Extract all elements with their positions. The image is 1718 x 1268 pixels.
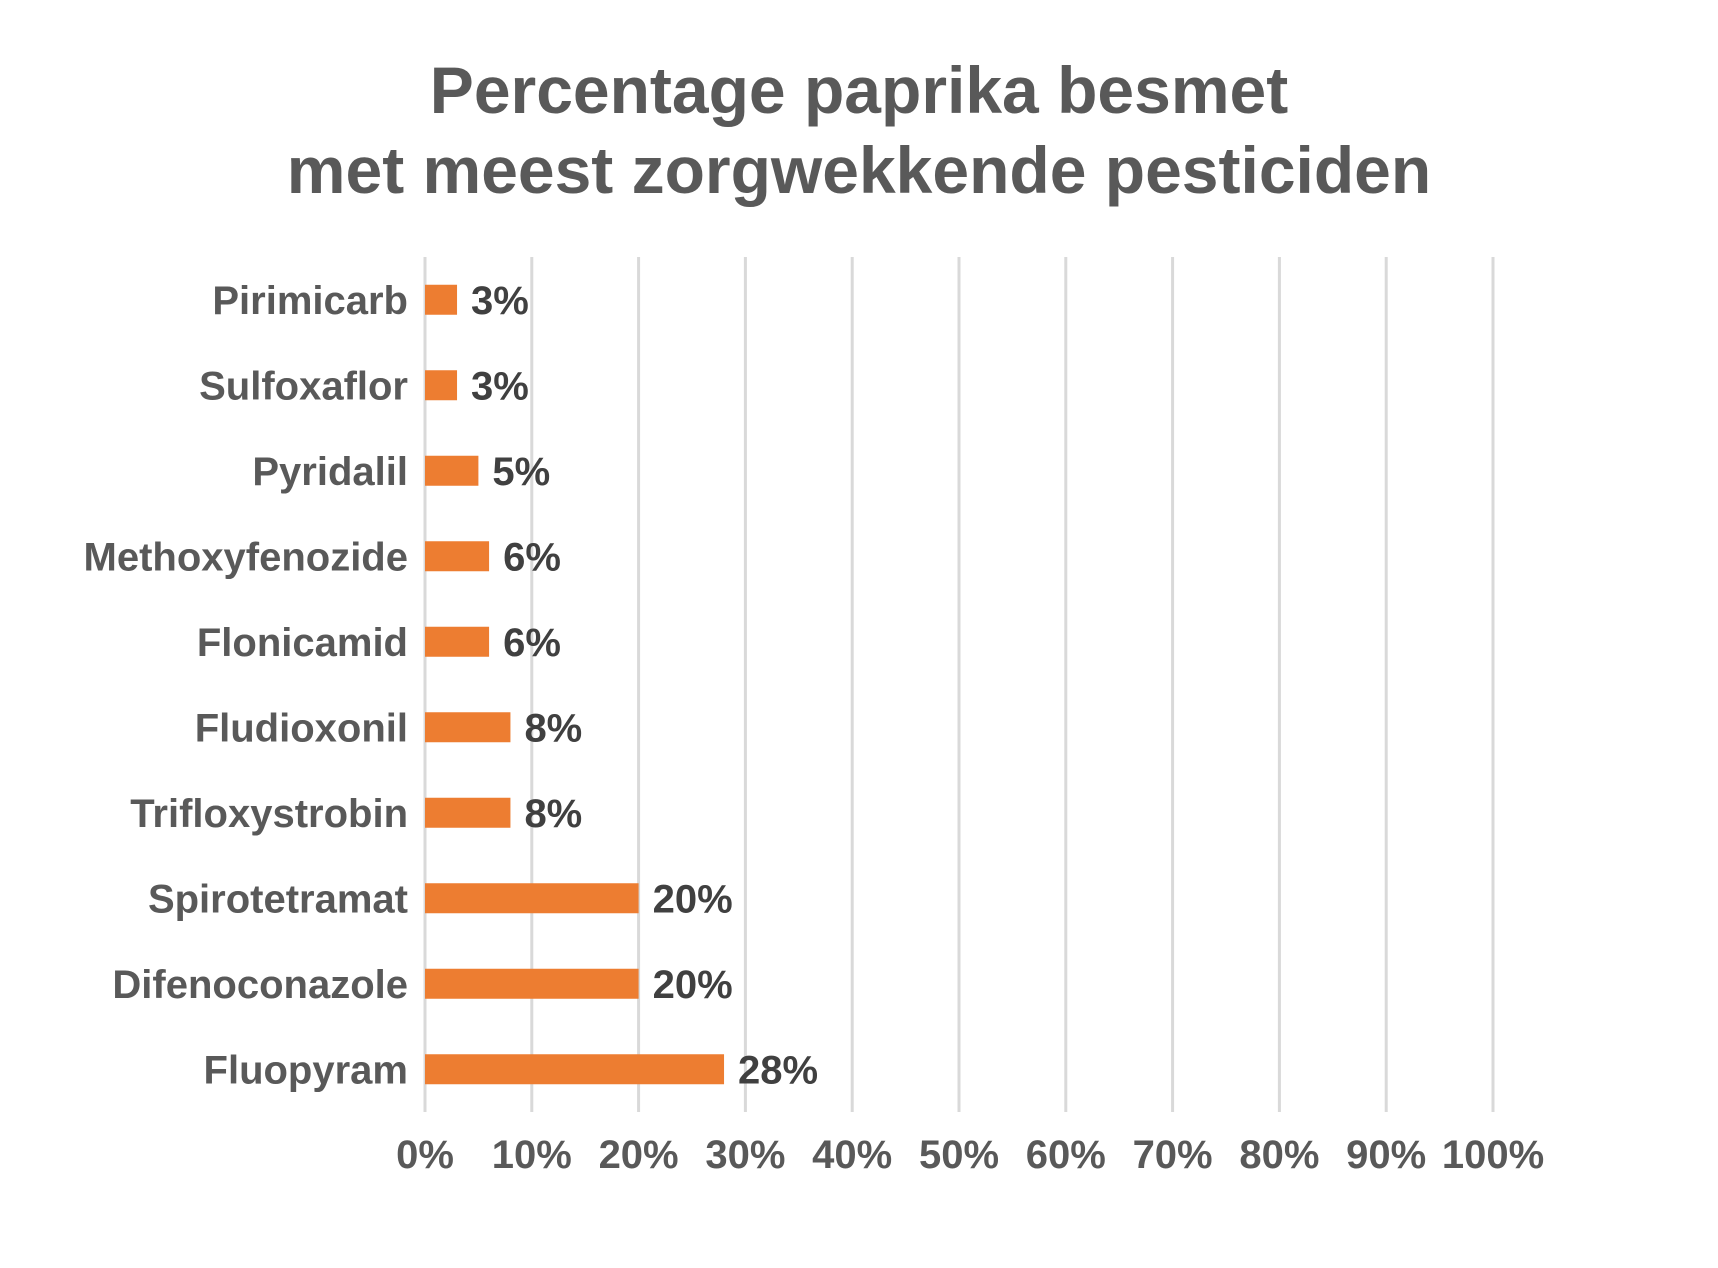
x-tick-label: 70% (1133, 1133, 1213, 1177)
category-label: Trifloxystrobin (130, 792, 408, 836)
chart-title: Percentage paprika besmet met meest zorg… (0, 50, 1718, 210)
bar (425, 883, 639, 914)
bar (425, 797, 511, 828)
bar (425, 626, 490, 657)
category-label: Fludioxonil (195, 706, 408, 750)
bar (425, 1054, 725, 1085)
bar (425, 455, 479, 486)
x-tick-label: 100% (1442, 1133, 1544, 1177)
category-label: Difenoconazole (112, 963, 408, 1007)
x-tick-label: 50% (919, 1133, 999, 1177)
data-label: 3% (471, 364, 529, 408)
data-label: 8% (524, 706, 582, 750)
x-tick-label: 20% (599, 1133, 679, 1177)
chart-title-line-1: Percentage paprika besmet (429, 53, 1289, 127)
x-tick-label: 90% (1346, 1133, 1426, 1177)
category-label: Pyridalil (252, 450, 408, 494)
data-label: 20% (653, 877, 733, 921)
data-label: 28% (738, 1048, 818, 1092)
bar (425, 284, 458, 315)
data-label: 3% (471, 279, 529, 323)
x-tick-label: 10% (492, 1133, 572, 1177)
x-tick-label: 80% (1239, 1133, 1319, 1177)
bar (425, 968, 639, 999)
category-label: Pirimicarb (212, 279, 408, 323)
category-label: Methoxyfenozide (84, 535, 408, 579)
data-label: 6% (503, 535, 561, 579)
x-tick-label: 60% (1026, 1133, 1106, 1177)
x-tick-label: 40% (812, 1133, 892, 1177)
data-label: 6% (503, 621, 561, 665)
bar (425, 370, 458, 401)
x-tick-label: 0% (396, 1133, 454, 1177)
bar (425, 541, 490, 572)
data-label: 8% (524, 792, 582, 836)
category-label: Spirotetramat (148, 877, 408, 921)
category-label: Fluopyram (204, 1048, 408, 1092)
category-label: Sulfoxaflor (199, 364, 408, 408)
data-label: 20% (653, 963, 733, 1007)
data-label: 5% (492, 450, 550, 494)
chart-title-line-2: met meest zorgwekkende pesticiden (286, 133, 1432, 207)
x-tick-label: 30% (705, 1133, 785, 1177)
bar (425, 712, 511, 743)
category-label: Flonicamid (197, 621, 408, 665)
